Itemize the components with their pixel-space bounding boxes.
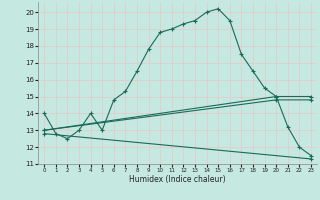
X-axis label: Humidex (Indice chaleur): Humidex (Indice chaleur) xyxy=(129,175,226,184)
